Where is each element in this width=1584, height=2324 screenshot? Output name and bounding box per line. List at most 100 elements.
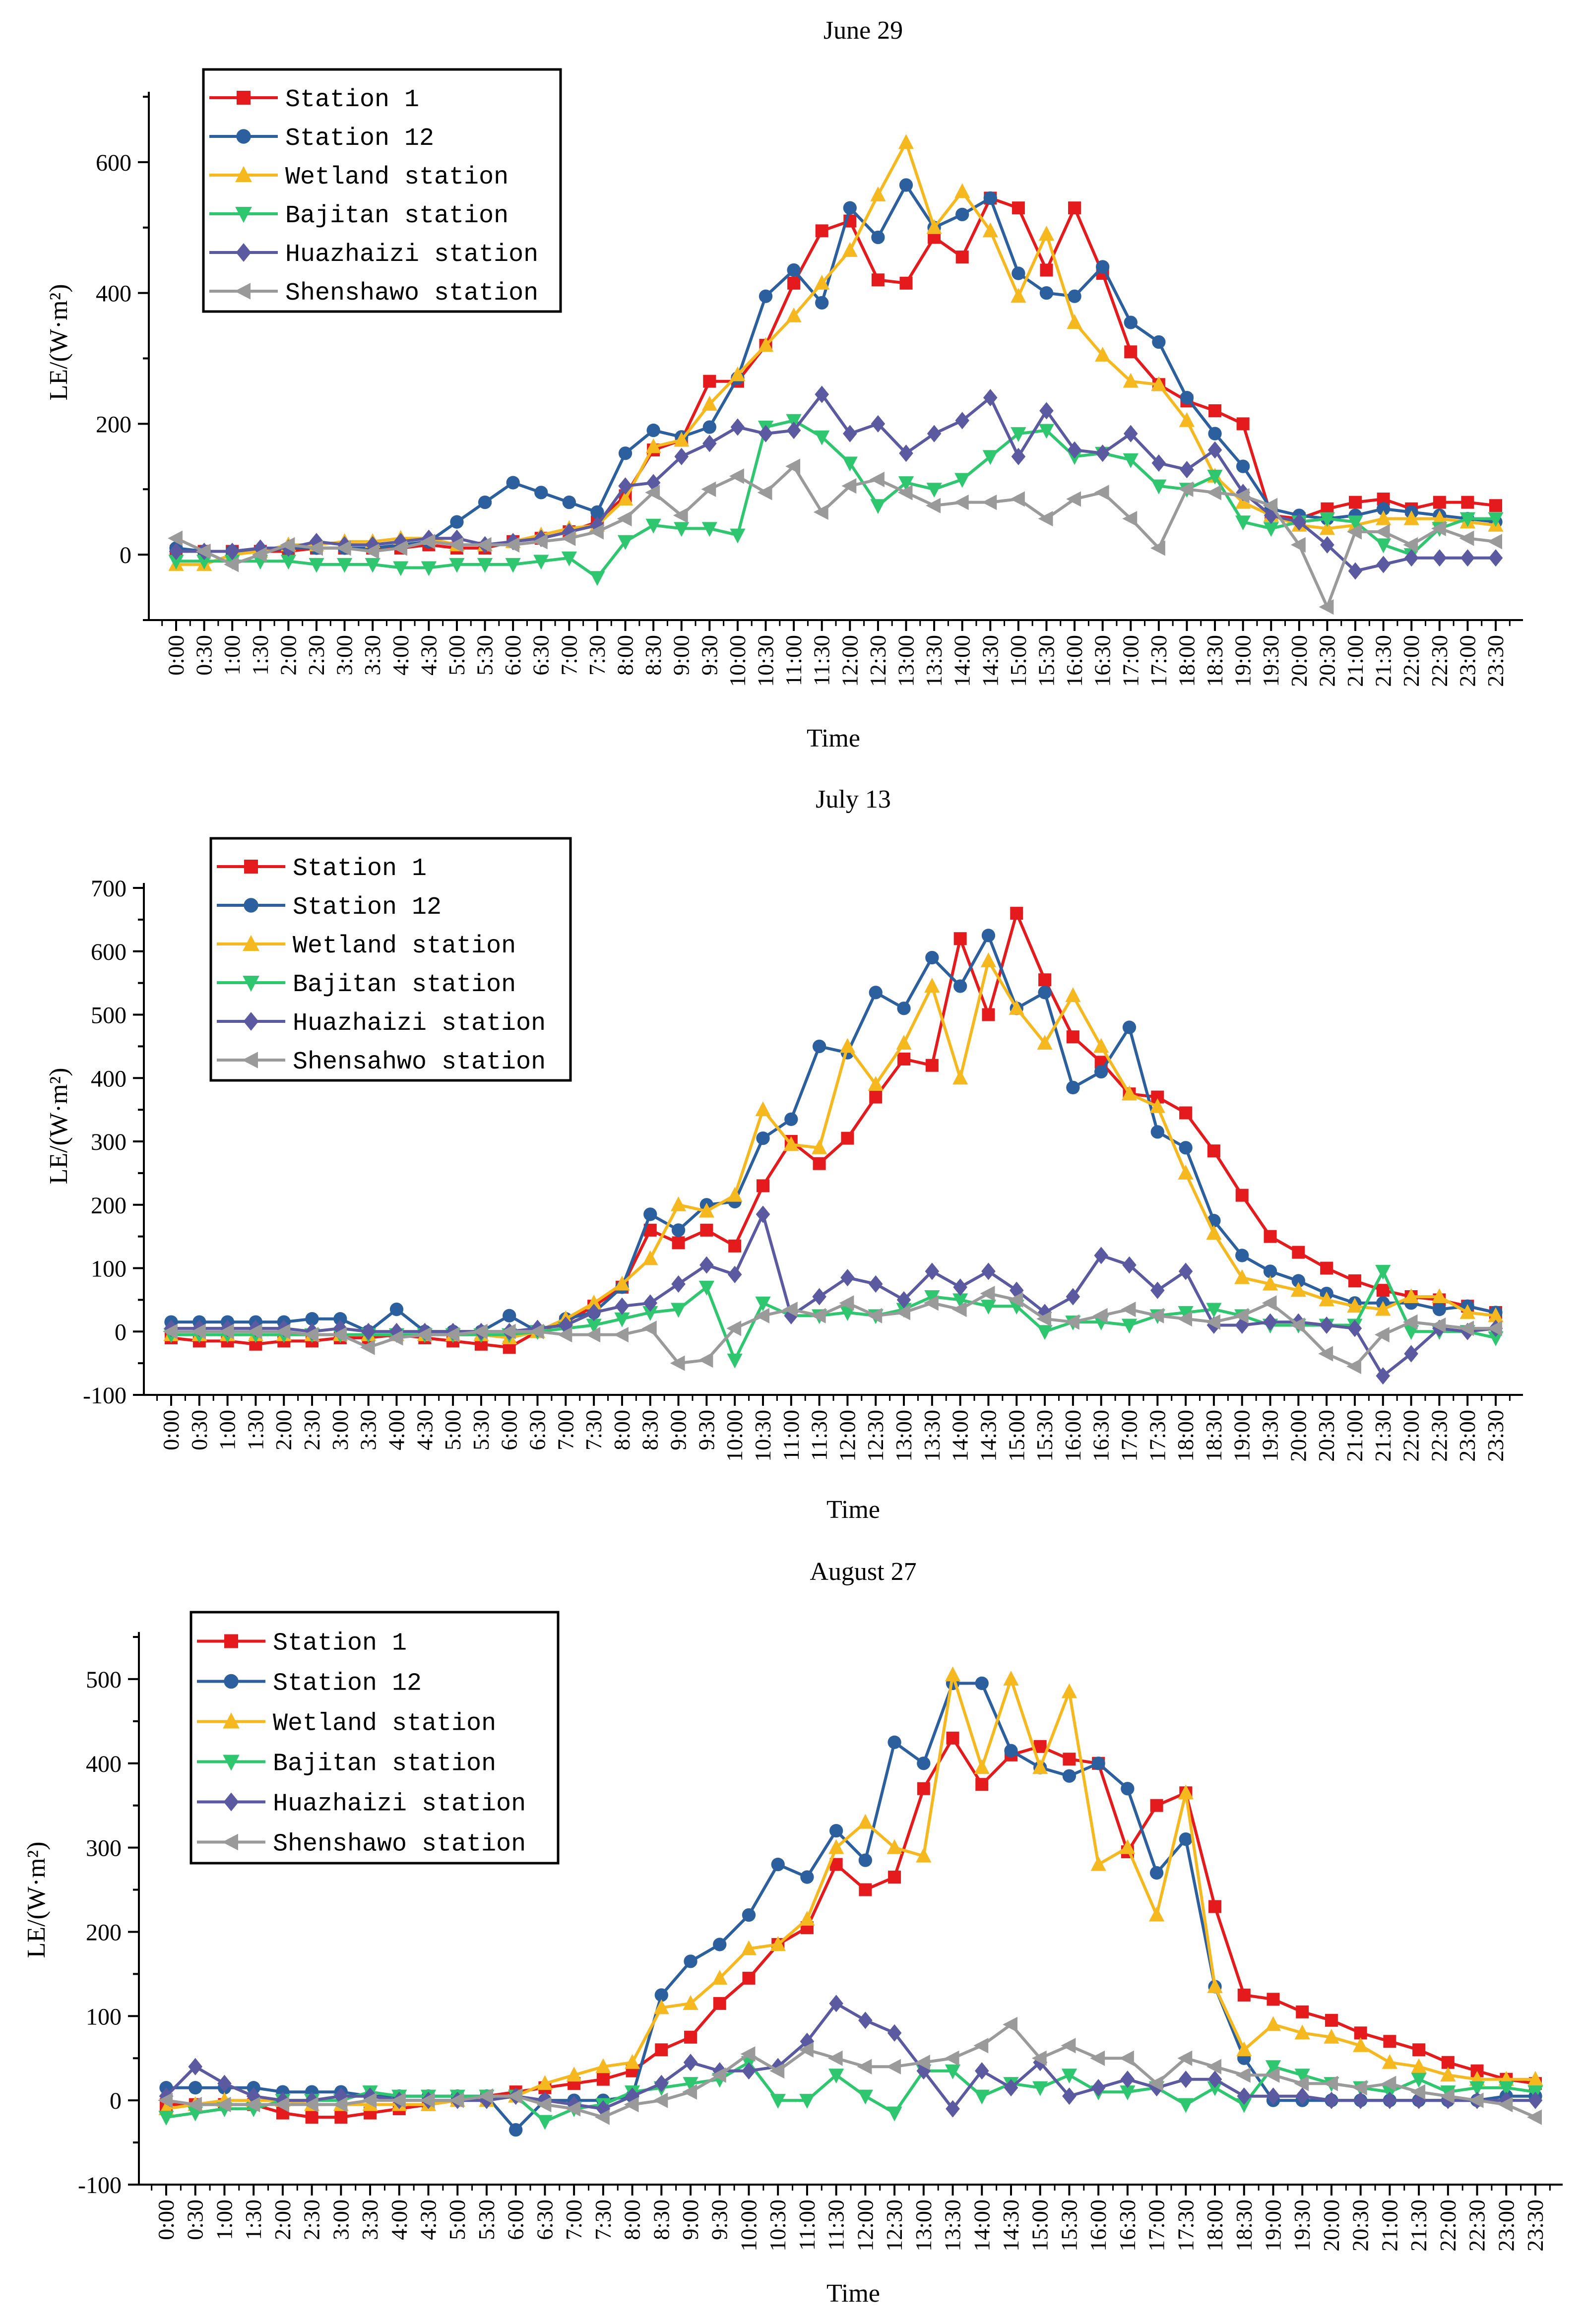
data-point bbox=[757, 485, 772, 501]
x-tick-label: 19:30 bbox=[1258, 635, 1283, 687]
data-point bbox=[536, 2097, 552, 2113]
data-point bbox=[1206, 2059, 1222, 2074]
data-point bbox=[1206, 485, 1222, 501]
x-tick-label: 10:30 bbox=[753, 635, 778, 687]
data-point bbox=[1348, 1274, 1361, 1288]
x-tick-label: 11:00 bbox=[781, 635, 806, 686]
x-tick-label: 14:00 bbox=[969, 2199, 994, 2252]
data-point bbox=[1120, 2071, 1135, 2088]
data-point bbox=[1068, 201, 1081, 215]
chart-title: July 13 bbox=[816, 785, 891, 814]
series-line bbox=[166, 2061, 1536, 2123]
data-point bbox=[1237, 1988, 1251, 2002]
data-point bbox=[1488, 512, 1504, 527]
x-tick-label: 20:30 bbox=[1314, 635, 1339, 687]
data-point bbox=[670, 1355, 685, 1371]
data-point bbox=[698, 1280, 714, 1296]
data-point bbox=[858, 1853, 873, 1867]
data-point bbox=[1236, 2041, 1252, 2057]
data-point bbox=[974, 1759, 990, 1774]
data-point bbox=[1402, 1314, 1418, 1330]
data-point bbox=[1404, 549, 1419, 567]
data-point bbox=[1036, 1311, 1052, 1327]
y-tick-label: 200 bbox=[91, 1193, 127, 1219]
data-point bbox=[654, 2074, 669, 2092]
data-point bbox=[925, 1262, 940, 1280]
data-point bbox=[1004, 1744, 1018, 1758]
data-point bbox=[1039, 286, 1054, 300]
series-layer bbox=[168, 134, 1504, 615]
series-shensahwo-station bbox=[163, 1286, 1502, 1375]
x-tick-label: 16:30 bbox=[1090, 635, 1115, 687]
data-point bbox=[1149, 1098, 1165, 1113]
data-point bbox=[1412, 2043, 1426, 2057]
data-point bbox=[1061, 1683, 1077, 1698]
chart-panel-july-13: July 13 LE/(W·m²) Time -100 0 100 200 300 400… bbox=[45, 785, 1523, 1524]
x-tick-label: 16:30 bbox=[1088, 1410, 1114, 1462]
data-point bbox=[653, 2092, 668, 2108]
data-point bbox=[566, 2101, 581, 2117]
x-tick-label: 0:00 bbox=[158, 1410, 184, 1450]
data-point bbox=[1347, 524, 1362, 540]
data-point bbox=[506, 476, 520, 490]
data-point bbox=[1207, 2081, 1223, 2096]
legend-marker bbox=[243, 976, 259, 992]
data-point bbox=[1459, 530, 1474, 546]
data-point bbox=[982, 222, 998, 238]
data-point bbox=[1091, 2079, 1106, 2097]
x-tick-label: 19:30 bbox=[1258, 1410, 1283, 1462]
data-point bbox=[624, 2054, 640, 2069]
data-point bbox=[562, 495, 576, 509]
data-point bbox=[868, 1275, 883, 1293]
data-point bbox=[1498, 2097, 1513, 2113]
data-point bbox=[698, 1202, 714, 1218]
data-point bbox=[1348, 562, 1363, 580]
x-axis-label: Time bbox=[807, 724, 860, 753]
chart-title: August 27 bbox=[810, 1558, 916, 1586]
data-point bbox=[811, 1308, 826, 1323]
data-point bbox=[674, 432, 690, 447]
x-tick-label: 6:00 bbox=[503, 2199, 528, 2240]
data-point bbox=[1066, 491, 1081, 507]
x-tick-label: 2:00 bbox=[270, 2199, 295, 2240]
legend-label: Shenshawo station bbox=[273, 1830, 526, 1859]
data-point bbox=[1180, 390, 1194, 405]
data-point bbox=[799, 1911, 815, 1926]
data-point bbox=[924, 1290, 940, 1305]
x-tick-label: 9:30 bbox=[707, 2199, 732, 2240]
x-tick-label: 8:30 bbox=[648, 2199, 674, 2240]
data-point bbox=[1347, 1298, 1363, 1313]
data-point bbox=[1003, 1671, 1019, 1686]
data-point bbox=[1375, 1264, 1391, 1280]
legend-box bbox=[202, 68, 562, 313]
data-point bbox=[1207, 2071, 1222, 2088]
legend-label: Bajitan station bbox=[285, 202, 508, 230]
data-point bbox=[814, 430, 830, 445]
data-point bbox=[1124, 315, 1138, 329]
data-point bbox=[1294, 2069, 1310, 2084]
data-point bbox=[1208, 427, 1222, 440]
x-tick-label: 2:30 bbox=[299, 2199, 324, 2240]
data-point bbox=[683, 2054, 698, 2072]
data-point bbox=[1040, 263, 1053, 277]
legend-item-wetland-station: Wetland station bbox=[197, 1710, 496, 1738]
legend-marker bbox=[243, 1012, 259, 1031]
y-tick-label: 500 bbox=[91, 1003, 127, 1029]
data-point bbox=[981, 1262, 996, 1280]
legend-label: Wetland station bbox=[293, 932, 516, 960]
data-point bbox=[1066, 1288, 1080, 1306]
data-point bbox=[566, 2067, 582, 2082]
legend-item-station-12: Station 12 bbox=[217, 893, 442, 922]
data-point bbox=[1235, 2067, 1251, 2083]
legend-marker bbox=[224, 1634, 238, 1648]
data-point bbox=[1468, 2092, 1484, 2108]
data-point bbox=[729, 468, 744, 484]
data-point bbox=[1178, 481, 1194, 497]
y-tick-label: 0 bbox=[115, 1319, 127, 1345]
data-point bbox=[168, 530, 183, 546]
y-tick-label: 200 bbox=[96, 411, 131, 438]
data-point bbox=[333, 1312, 347, 1326]
x-tick-label: 0:30 bbox=[183, 2199, 208, 2240]
data-point bbox=[189, 2081, 202, 2095]
x-tick-label: 18:30 bbox=[1201, 1410, 1226, 1462]
